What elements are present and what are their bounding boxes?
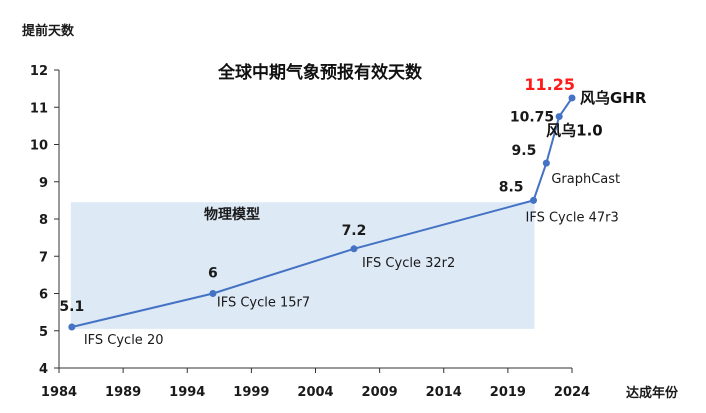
x-tick-label: 2024 bbox=[554, 385, 590, 400]
region-label: 物理模型 bbox=[204, 206, 260, 223]
data-label: 11.25 bbox=[524, 75, 575, 94]
model-label: IFS Cycle 15r7 bbox=[217, 296, 310, 311]
data-point bbox=[530, 196, 538, 204]
data-point bbox=[68, 323, 76, 331]
y-tick-label: 8 bbox=[39, 213, 48, 228]
data-point bbox=[209, 290, 217, 297]
y-tick-label: 11 bbox=[30, 101, 48, 116]
data-label: 7.2 bbox=[342, 223, 367, 239]
model-label: GraphCast bbox=[551, 172, 620, 187]
x-tick-label: 1984 bbox=[41, 385, 77, 400]
model-label: IFS Cycle 20 bbox=[84, 333, 164, 348]
y-tick-label: 6 bbox=[39, 288, 48, 303]
model-label: 风乌GHR bbox=[580, 89, 647, 107]
x-tick-label: 1989 bbox=[105, 385, 141, 400]
x-tick-label: 1999 bbox=[233, 385, 269, 400]
y-tick-label: 4 bbox=[39, 362, 48, 377]
x-tick-label: 2019 bbox=[490, 385, 526, 400]
model-label: IFS Cycle 47r3 bbox=[526, 210, 619, 225]
y-tick-label: 5 bbox=[39, 325, 48, 340]
data-label: 8.5 bbox=[499, 179, 524, 195]
x-tick-label: 2009 bbox=[362, 385, 398, 400]
data-point bbox=[568, 94, 576, 102]
x-tick-label: 2014 bbox=[426, 385, 462, 400]
label-layer: 5.1 IFS Cycle 20 6 IFS Cycle 15r7 7.2 IFS Cyc… bbox=[59, 75, 646, 348]
series-layer bbox=[68, 94, 576, 331]
model-label: 风乌1.0 bbox=[546, 122, 603, 140]
y-tick-label: 10 bbox=[30, 139, 48, 154]
data-label: 10.75 bbox=[510, 110, 554, 126]
data-label: 9.5 bbox=[512, 143, 537, 159]
data-label: 6 bbox=[208, 266, 218, 282]
y-tick-label: 9 bbox=[39, 176, 48, 191]
axes: 4 5 6 7 8 9 10 11 12 1984 1989 1994 1999 2004 2009 2014… bbox=[30, 64, 590, 400]
model-label: IFS Cycle 32r2 bbox=[362, 256, 455, 271]
data-point bbox=[350, 245, 358, 253]
y-tick-label: 7 bbox=[39, 250, 48, 265]
y-axis-label: 提前天数 bbox=[22, 23, 75, 39]
data-point bbox=[542, 159, 550, 167]
chart-title: 全球中期气象预报有效天数 bbox=[217, 62, 423, 83]
y-tick-label: 12 bbox=[30, 64, 48, 79]
x-tick-label: 1994 bbox=[169, 385, 205, 400]
data-label: 5.1 bbox=[59, 299, 84, 315]
x-axis-label: 达成年份 bbox=[626, 385, 679, 401]
data-point bbox=[555, 113, 563, 121]
x-tick-label: 2004 bbox=[297, 385, 333, 400]
